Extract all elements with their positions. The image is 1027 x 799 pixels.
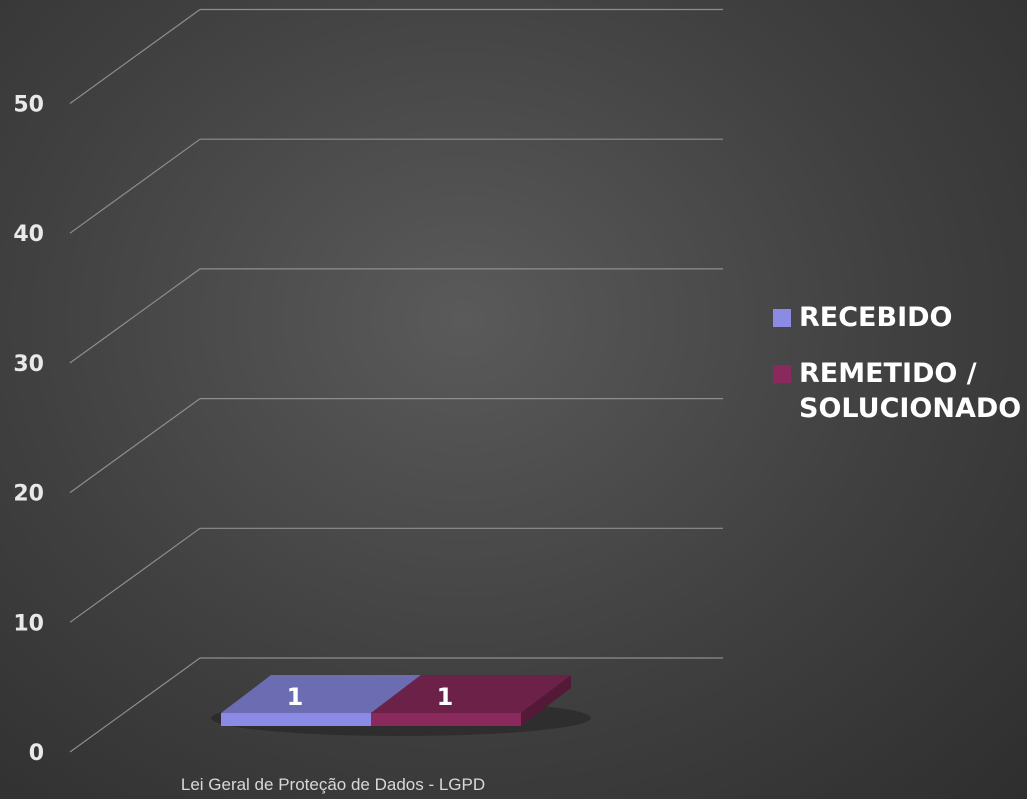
gridlines (70, 0, 723, 752)
gridline-side (70, 399, 200, 493)
legend-item-recebido: RECEBIDO (773, 300, 1027, 335)
y-tick-label: 40 (13, 222, 44, 247)
gridline-side (70, 139, 200, 233)
y-tick-label: 20 (13, 482, 44, 507)
category-axis: Lei Geral de Proteção de Dados - LGPD (181, 775, 485, 794)
legend-swatch-recebido (773, 309, 791, 327)
y-axis-ticks: 0 10 20 30 40 50 (13, 93, 44, 767)
gridline-side (70, 269, 200, 363)
legend-item-remetido: REMETIDO / SOLUCIONADO (773, 356, 1027, 426)
legend-swatch-remetido (773, 365, 791, 383)
bar (371, 713, 521, 726)
data-label: 1 (437, 683, 454, 711)
bar (221, 713, 371, 726)
category-label: Lei Geral de Proteção de Dados - LGPD (181, 775, 485, 794)
legend-label-remetido: REMETIDO / SOLUCIONADO (799, 358, 1021, 424)
gridline-side (70, 10, 200, 104)
y-tick-label: 0 (29, 741, 44, 766)
legend: RECEBIDO REMETIDO / SOLUCIONADO (773, 300, 1027, 426)
gridline-side (70, 658, 200, 752)
bars (211, 675, 591, 736)
legend-label-recebido: RECEBIDO (799, 302, 952, 333)
y-tick-label: 10 (13, 611, 44, 636)
gridline-side (70, 528, 200, 622)
y-tick-label: 30 (13, 352, 44, 377)
data-label: 1 (287, 683, 304, 711)
y-tick-label: 50 (13, 93, 44, 118)
